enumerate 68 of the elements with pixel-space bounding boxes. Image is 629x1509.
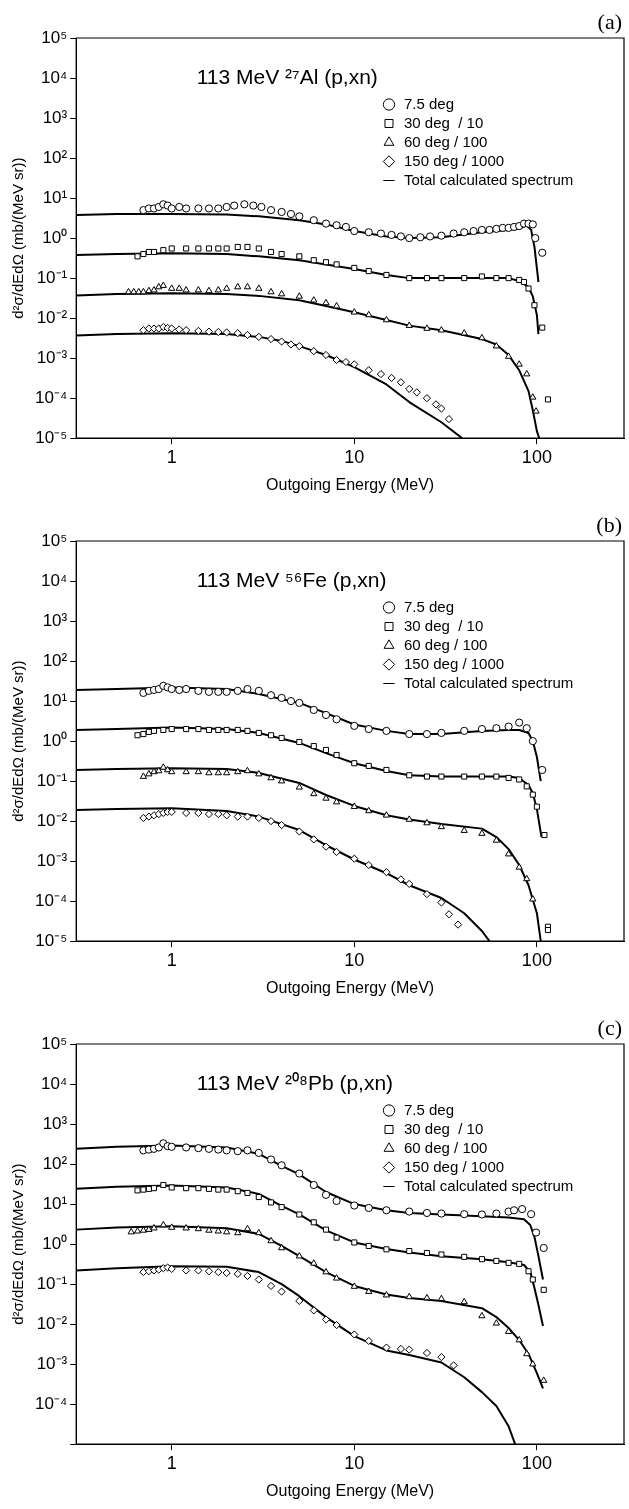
y-axis-title: d²σ/dEdΩ (mb/(MeV sr))	[9, 660, 27, 822]
legend-label: 7.5 deg	[404, 94, 455, 112]
x-tick-label: 100	[521, 446, 552, 467]
y-tick-label: 10⁰	[42, 227, 68, 247]
y-tick-label: 10⁻¹	[36, 267, 68, 287]
x-tick-label: 1	[166, 446, 177, 467]
y-tick-label: 10²	[42, 147, 68, 167]
legend-label: 7.5 deg	[404, 597, 455, 615]
y-tick-label: 10¹	[42, 690, 68, 710]
legend-label: 30 deg / 10	[404, 113, 484, 131]
legend-label: 60 deg / 100	[404, 132, 488, 150]
y-tick-label: 10⁵	[41, 1033, 68, 1053]
x-tick-label: 1	[166, 949, 177, 970]
y-tick-label: 10⁵	[41, 530, 68, 550]
y-tick-label: 10⁻⁵	[35, 930, 68, 950]
legend-label: 7.5 deg	[404, 1100, 455, 1118]
legend-label: Total calculated spectrum	[404, 673, 574, 691]
x-axis-title: Outgoing Energy (MeV)	[266, 1481, 435, 1499]
y-tick-label: 10⁻¹	[36, 770, 68, 790]
legend-label: Total calculated spectrum	[404, 1176, 574, 1194]
y-tick-label: 10⁻³	[36, 850, 68, 870]
y-tick-label: 10⁻²	[36, 1313, 68, 1333]
x-tick-label: 1	[166, 1452, 177, 1473]
text: 113 MeV ²⁷Al (p,xn)	[196, 64, 378, 88]
y-tick-label: 10⁻³	[36, 347, 68, 367]
y-tick-label: 10⁻⁴	[35, 1393, 68, 1413]
y-tick-label: 10⁴	[41, 570, 68, 590]
legend-label: 150 deg / 1000	[404, 654, 505, 672]
y-axis-title: d²σ/dEdΩ (mb/(MeV sr))	[9, 157, 27, 319]
y-tick-label: 10⁵	[41, 27, 68, 47]
y-tick-label: 10⁰	[42, 730, 68, 750]
text: (b)	[596, 511, 622, 537]
legend-label: 150 deg / 1000	[404, 1157, 505, 1175]
y-tick-label: 10⁻⁴	[35, 387, 68, 407]
y-tick-label: 10¹	[42, 187, 68, 207]
y-tick-label: 10⁻⁵	[35, 427, 68, 447]
text: (a)	[597, 8, 622, 34]
x-tick-label: 10	[344, 949, 365, 970]
y-tick-label: 10³	[42, 107, 68, 127]
text: 113 MeV ⁵⁶Fe (p,xn)	[196, 567, 387, 591]
legend-label: 150 deg / 1000	[404, 151, 505, 169]
legend-label: 60 deg / 100	[404, 1138, 488, 1156]
y-tick-label: 10³	[42, 1113, 68, 1133]
y-tick-label: 10³	[42, 610, 68, 630]
y-axis-title: d²σ/dEdΩ (mb/(MeV sr))	[9, 1163, 27, 1325]
y-tick-label: 10⁰	[42, 1233, 68, 1253]
y-tick-label: 10⁻³	[36, 1353, 68, 1373]
y-tick-label: 10²	[42, 1153, 68, 1173]
x-axis-title: Outgoing Energy (MeV)	[266, 978, 435, 996]
legend-label: 30 deg / 10	[404, 1119, 484, 1137]
text: 113 MeV ²⁰⁸Pb (p,xn)	[196, 1070, 394, 1094]
y-tick-label: 10⁻²	[36, 307, 68, 327]
legend-label: 30 deg / 10	[404, 616, 484, 634]
y-tick-label: 10⁻⁴	[35, 890, 68, 910]
y-tick-label: 10⁻¹	[36, 1273, 68, 1293]
y-tick-label: 10⁻²	[36, 810, 68, 830]
x-axis-title: Outgoing Energy (MeV)	[266, 475, 435, 493]
legend-label: 60 deg / 100	[404, 635, 488, 653]
y-tick-label: 10⁴	[41, 67, 68, 87]
text: (c)	[597, 1014, 622, 1040]
y-tick-label: 10⁴	[41, 1073, 68, 1093]
legend-label: Total calculated spectrum	[404, 170, 574, 188]
y-tick-label: 10¹	[42, 1193, 68, 1213]
x-tick-label: 10	[344, 1452, 365, 1473]
x-tick-label: 100	[521, 949, 552, 970]
y-tick-label: 10²	[42, 650, 68, 670]
x-tick-label: 10	[344, 446, 365, 467]
x-tick-label: 100	[521, 1452, 552, 1473]
